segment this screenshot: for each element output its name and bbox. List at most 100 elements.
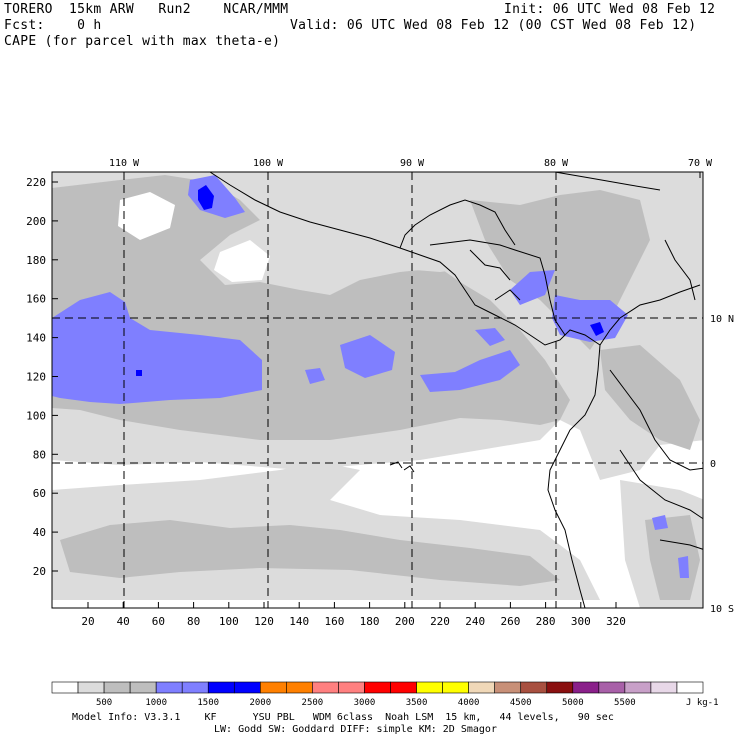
colorbar-cell [520, 681, 548, 694]
south-america-west-coast [547, 344, 601, 608]
right-label-10s: 10 S [710, 604, 734, 615]
colorbar-cell [181, 681, 209, 694]
colorbar-cell [442, 681, 469, 694]
top-label-100w: 100 W [253, 158, 284, 169]
colorbar-cell [260, 681, 287, 694]
right-label-10n: 10 N [710, 314, 734, 325]
cape-clear-patch [214, 240, 270, 282]
forecast-hour: Fcst: 0 h [4, 18, 102, 33]
cape-shading [52, 172, 703, 608]
colorbar-label: 2000 [249, 698, 271, 708]
cape-region-1000 [52, 292, 262, 404]
graticule [52, 172, 703, 608]
colorbar-units: J kg-1 [686, 698, 719, 708]
south-america-coast [599, 284, 701, 346]
cape-region-1000 [340, 335, 395, 378]
bottom-tick-label: 60 [152, 615, 165, 628]
colorbar-cell [468, 681, 495, 694]
colorbar-cell [286, 681, 313, 694]
colorbar-labels: 500 1000 1500 2000 2500 3000 3500 4000 4500 5000 5… [96, 698, 636, 708]
cape-region-1000 [188, 175, 245, 218]
bottom-tick-label: 320 [606, 615, 626, 628]
colorbar-label: 3000 [354, 698, 376, 708]
colorbar-cell [390, 681, 417, 694]
caribbean-coast [429, 239, 566, 336]
bottom-tick-label: 120 [254, 615, 274, 628]
colorbar-cell [624, 681, 652, 694]
yucatan-coast [399, 199, 516, 249]
cape-region-1000 [305, 368, 325, 384]
bottom-tick-label: 200 [395, 615, 415, 628]
bottom-tick-label: 240 [465, 615, 485, 628]
colorbar-cell [572, 681, 600, 694]
bottom-tick-label: 280 [536, 615, 556, 628]
left-tick-label: 100 [26, 409, 46, 422]
left-tick-label: 60 [33, 487, 46, 500]
bottom-tick-label: 100 [219, 615, 239, 628]
colorbar-label: 1000 [145, 698, 167, 708]
left-tick-label: 220 [26, 176, 46, 189]
cape-region-1000 [652, 515, 668, 530]
colorbar-label: 1500 [197, 698, 219, 708]
andes-border [609, 369, 703, 471]
left-tick-label: 80 [33, 448, 46, 461]
bottom-tick-label: 140 [289, 615, 309, 628]
left-tick-label: 160 [26, 293, 46, 306]
cape-region-mid [60, 520, 560, 586]
cape-region-1500 [590, 322, 604, 336]
left-tick-label: 180 [26, 254, 46, 267]
bottom-tick-label: 20 [81, 615, 94, 628]
cape-region-1500 [136, 370, 142, 376]
top-label-110w: 110 W [109, 158, 140, 169]
model-info: Model Info: V3.3.1 KF YSU PBL WDM 6class… [72, 712, 614, 723]
left-tick-label: 140 [26, 332, 46, 345]
colorbar-cell [364, 681, 391, 694]
model-run-title: TORERO 15km ARW Run2 NCAR/MMM [4, 2, 289, 17]
field-name: CAPE (for parcel with max theta-e) [4, 34, 281, 49]
cape-region-mid [645, 515, 700, 600]
cape-clear-patch [290, 226, 470, 282]
bottom-tick-label: 80 [187, 615, 200, 628]
bottom-tick-label: 40 [117, 615, 130, 628]
colorbar-label: 4000 [458, 698, 480, 708]
galapagos-islands [389, 461, 415, 473]
cape-clear-patch [118, 192, 175, 240]
init-time: Init: 06 UTC Wed 08 Feb 12 [504, 2, 716, 17]
colorbar-cell [51, 681, 79, 694]
cuba-outline [554, 172, 661, 191]
cape-region-1500 [198, 185, 214, 210]
colorbar-label: 2500 [302, 698, 324, 708]
right-label-equator: 0 [710, 459, 716, 470]
valid-time: Valid: 06 UTC Wed 08 Feb 12 (00 CST Wed … [290, 18, 697, 33]
axis-ticks [52, 172, 701, 608]
colorbar-cell [77, 681, 105, 694]
cape-region-mid [600, 345, 700, 450]
colorbar-cell [598, 681, 626, 694]
cape-region-1000 [475, 328, 505, 346]
colorbar-cell [338, 681, 365, 694]
colorbar-cell [676, 681, 704, 694]
left-tick-label: 40 [33, 526, 46, 539]
bottom-tick-label: 160 [324, 615, 344, 628]
left-tick-label: 120 [26, 371, 46, 384]
left-tick-label: 20 [33, 565, 46, 578]
colorbar-label: 3500 [406, 698, 428, 708]
bottom-tick-label: 220 [430, 615, 450, 628]
country-border [494, 289, 521, 301]
country-border [659, 539, 703, 550]
colorbar-cell [416, 681, 443, 694]
top-label-80w: 80 W [544, 158, 569, 169]
cape-region-1000 [678, 556, 689, 578]
colorbar-cell [155, 681, 183, 694]
mexico-central-america-coast [209, 172, 601, 346]
plot-frame [51, 171, 704, 609]
bottom-tick-label: 300 [571, 615, 591, 628]
colorbar-cell [233, 681, 261, 694]
top-label-70w: 70 W [688, 158, 713, 169]
cape-region-1000 [510, 270, 555, 305]
colorbar-cell [129, 681, 157, 694]
bottom-tick-label: 180 [360, 615, 380, 628]
colorbar-cell [312, 681, 339, 694]
